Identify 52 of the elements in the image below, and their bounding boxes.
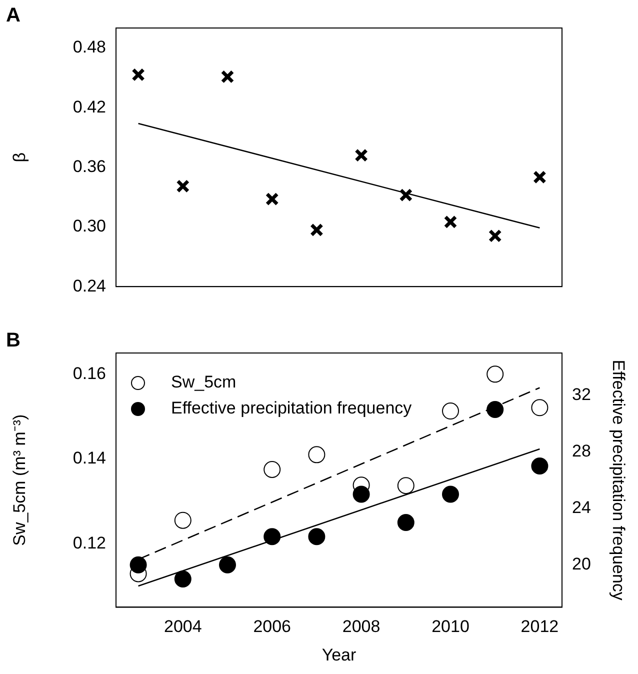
point [130,556,147,574]
point [486,366,504,383]
point [132,68,145,82]
point [219,556,236,574]
y2-tick-label: 20 [572,554,591,574]
point [308,528,326,546]
point [174,512,192,529]
y-tick-label: 0.36 [72,156,106,176]
point [354,148,368,162]
y-tick-label: 0.12 [72,533,106,552]
legend-label: Effective precipitation frequency [171,398,412,418]
y-tick-label: 0.14 [72,448,106,468]
point [399,188,413,202]
point [442,486,459,503]
point [486,400,504,418]
y-tick-label: 0.48 [72,38,106,57]
point [220,70,234,84]
legend-label: Sw_5cm [171,372,236,392]
y2-axis-title: Effective precipitation frequency [609,360,628,601]
point [531,457,548,474]
y2-tick-label: 28 [572,442,591,461]
point [488,229,502,243]
x-tick-label: 2010 [432,617,470,636]
y-tick-label: 0.24 [72,276,106,296]
point [264,461,281,478]
chart-title: B [6,330,20,352]
y-tick-label: 0.16 [72,364,106,383]
x-tick-label: 2012 [520,617,559,636]
point [352,486,370,503]
x-tick-label: 2006 [253,617,292,636]
x-tick-label: 2004 [164,617,202,636]
x-tick-label: 2008 [342,617,380,636]
y2-tick-label: 24 [572,498,591,518]
point [442,402,459,420]
point [397,477,414,494]
y-tick-label: 0.30 [72,216,106,236]
point [397,514,414,531]
chart-title: A [6,4,20,27]
point [174,570,192,588]
y-axis-title: β [10,152,29,162]
point [264,528,281,546]
point [265,192,279,206]
point [308,446,326,464]
point [444,215,458,229]
point [310,223,324,237]
point [531,399,548,416]
y2-tick-label: 32 [572,385,591,404]
point [176,179,190,193]
x-axis-title: Year [322,645,357,664]
y-axis-title: Sw_5cm (m³ m⁻³) [10,414,29,546]
y-tick-label: 0.42 [72,97,106,116]
point [533,170,546,184]
